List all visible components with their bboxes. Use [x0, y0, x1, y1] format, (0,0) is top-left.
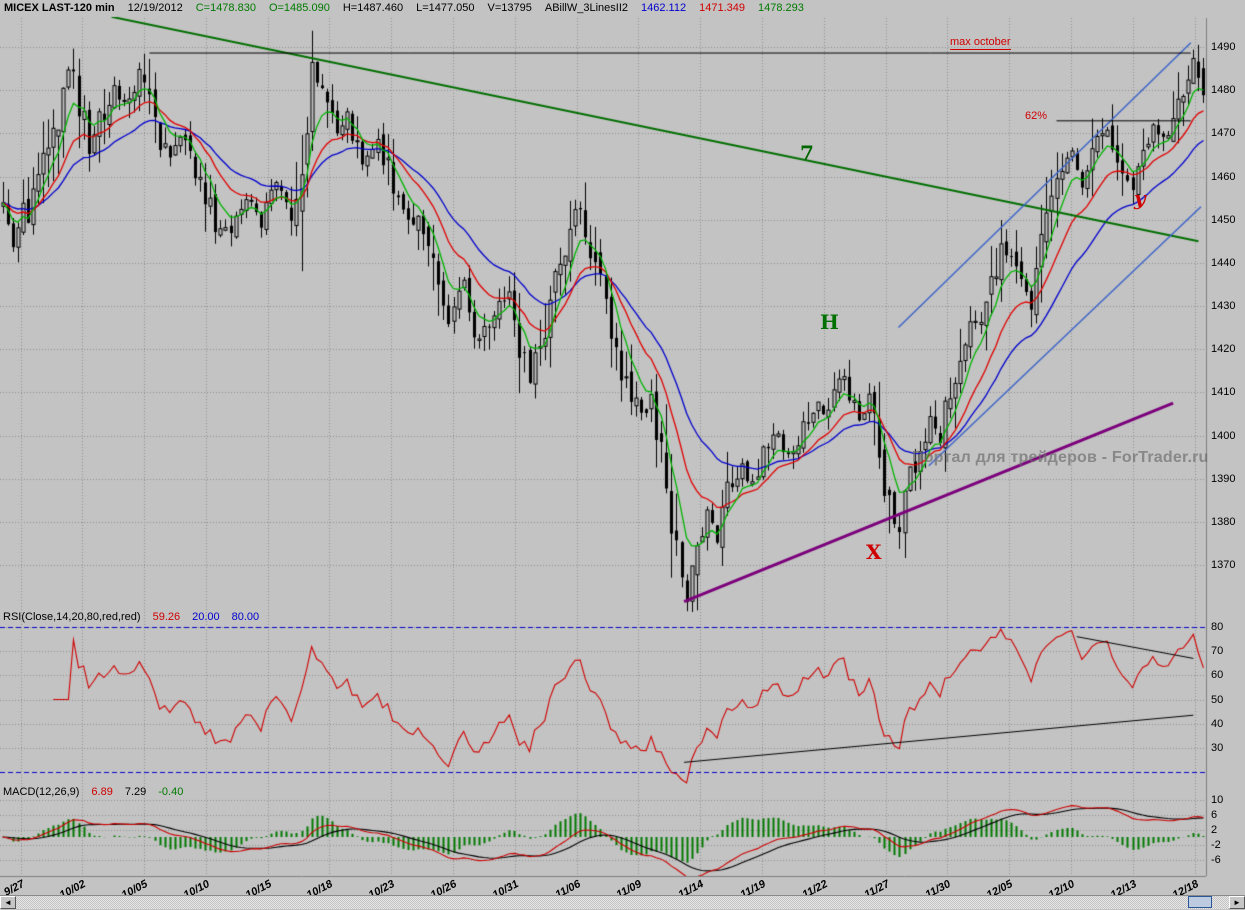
rsi-axis-label: 30 — [1211, 742, 1224, 754]
wave-7-label: 7 — [800, 141, 814, 165]
rsi-axis-label: 80 — [1211, 621, 1224, 633]
price-axis-label: 1480 — [1211, 84, 1236, 96]
price-axis-label: 1370 — [1211, 559, 1236, 571]
symbol-timeframe-label: MICEX LAST-120 min — [4, 2, 115, 14]
scrollbar-track[interactable] — [16, 896, 1229, 909]
volume-value: V=13795 — [487, 2, 532, 14]
macd-axis-label: 2 — [1211, 824, 1218, 836]
rsi-level-high: 80.00 — [231, 611, 260, 623]
wave-x-label: X — [866, 540, 882, 564]
macd-hist-value: -0.40 — [158, 786, 184, 798]
rsi-axis-label: 60 — [1211, 669, 1224, 681]
open-value: O=1485.090 — [268, 2, 330, 14]
indicator-name-label: ABillW_3LinesII2 — [544, 2, 629, 14]
scroll-left-button[interactable]: ◄ — [0, 896, 16, 909]
fortrader-watermark: Портал для трейдеров - ForTrader.ru — [912, 449, 1209, 466]
wave-h-label: H — [820, 310, 839, 334]
close-value: C=1478.830 — [195, 2, 256, 14]
macd-panel-header: MACD(12,26,9) 6.89 7.29 -0.40 — [3, 786, 183, 798]
price-axis-label: 1420 — [1211, 343, 1236, 355]
macd-axis-label: -6 — [1211, 854, 1221, 866]
low-value: L=1477.050 — [416, 2, 475, 14]
macd-value: 6.89 — [91, 786, 113, 798]
rsi-params-label: RSI(Close,14,20,80,red,red) — [3, 611, 141, 623]
high-value: H=1487.460 — [342, 2, 404, 14]
wave-y-label: y — [1134, 186, 1146, 210]
rsi-axis-label: 40 — [1211, 718, 1224, 730]
rsi-axis-label: 70 — [1211, 645, 1224, 657]
fib-62-label: 62% — [1025, 110, 1048, 122]
price-axis-label: 1460 — [1211, 171, 1236, 183]
ma-red-value: 1471.349 — [699, 2, 745, 14]
price-axis-label: 1400 — [1211, 430, 1236, 442]
macd-axis-label: 10 — [1211, 794, 1224, 806]
chart-header: MICEX LAST-120 min 12/19/2012 C=1478.830… — [4, 2, 804, 16]
macd-axis-label: 6 — [1211, 809, 1218, 821]
rsi-panel-header: RSI(Close,14,20,80,red,red) 59.26 20.00 … — [3, 611, 259, 623]
price-axis-label: 1390 — [1211, 473, 1236, 485]
price-axis-label: 1450 — [1211, 214, 1236, 226]
price-axis-label: 1490 — [1211, 41, 1236, 53]
rsi-level-low: 20.00 — [192, 611, 220, 623]
price-axis-label: 1410 — [1211, 386, 1236, 398]
scrollbar-thumb[interactable] — [1188, 896, 1212, 908]
max-october-label: max october — [950, 36, 1011, 50]
bar-date-label: 12/19/2012 — [127, 2, 183, 14]
price-axis-label: 1380 — [1211, 516, 1236, 528]
ma-blue-value: 1462.112 — [641, 2, 687, 14]
ma-green-value: 1478.293 — [757, 2, 804, 14]
rsi-axis-label: 50 — [1211, 694, 1224, 706]
price-axis-label: 1440 — [1211, 257, 1236, 269]
price-axis-label: 1470 — [1211, 127, 1236, 139]
macd-params-label: MACD(12,26,9) — [3, 786, 80, 798]
scroll-right-button[interactable]: ► — [1229, 896, 1245, 909]
horizontal-scrollbar[interactable]: ◄ ► — [0, 895, 1245, 909]
price-axis-label: 1430 — [1211, 300, 1236, 312]
macd-axis-label: -2 — [1211, 839, 1221, 851]
rsi-value: 59.26 — [152, 611, 181, 623]
macd-signal-value: 7.29 — [124, 786, 147, 798]
